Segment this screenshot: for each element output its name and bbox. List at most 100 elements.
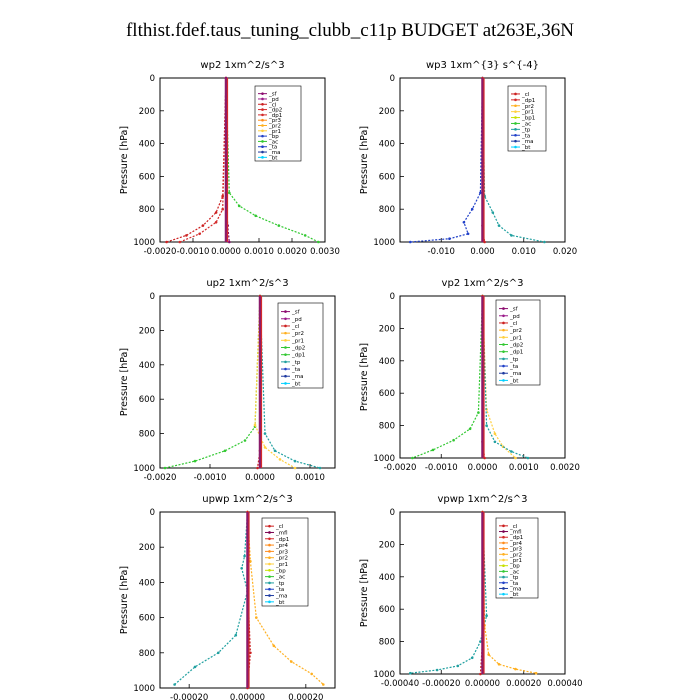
up2-title: up2 1xm^2/s^3 [206,278,288,289]
vpwp-series-point [514,667,517,671]
vp2-legend-marker [502,371,505,375]
wp2-series-point [165,240,168,244]
up2-series-point [243,439,247,442]
wp3-legend-marker [514,98,517,102]
vpwp-series-point [435,668,439,672]
vpwp-xtick-label: 0.00020 [506,679,541,689]
upwp-series-point [322,683,325,686]
wp2-legend-marker [261,156,264,159]
wp2-series-point [214,221,218,224]
wp3-legend-marker [514,110,517,113]
wp3-legend-label: _bt [521,145,531,151]
vp2-legend-label: _sf [509,307,519,313]
wp2-legend-label: _ma [268,150,280,156]
vp2-xtick-label: -0.0010 [425,463,458,473]
wp2-xtick-label: -0.0020 [144,247,177,257]
upwp-legend-label: _pr1 [275,562,288,568]
upwp-legend-marker [268,587,271,591]
upwp-legend-label: _pr2 [275,556,288,562]
wp2-series-line [166,77,227,243]
up2-ytick-label: 600 [139,395,155,405]
up2-series-line [164,295,261,469]
vp2-series-point [526,456,530,460]
vp2-series-point [493,432,497,436]
up2-legend-label: _pr2 [291,331,304,337]
wp3-xtick-label: -0.010 [428,247,455,257]
vpwp-xtick-label: -0.00020 [422,679,460,689]
vp2-legend-label: _pr2 [509,328,522,334]
upwp-series-point [234,633,238,637]
vp2-legend-marker [502,321,505,325]
wp3-legend-marker [514,145,517,149]
vpwp-xtick-label: 0.00000 [465,679,500,689]
upwp-legend-marker [268,562,271,566]
up2-legend-marker [284,374,287,378]
wp2-series-point [178,240,182,244]
wp3-series-point [510,234,513,237]
up2-series-point [223,449,227,453]
wp2-series-point [303,234,307,237]
vp2-legend-label: _tp [509,357,519,363]
vpwp-series-point [534,671,538,675]
up2-xtick-label: 0.0000 [245,473,275,483]
up2-ytick-label: 0 [150,292,155,302]
vpwp-series-point [485,614,488,617]
vp2-xtick-label: -0.0020 [384,463,417,473]
wp3-xtick-label: 0.000 [470,247,494,257]
vpwp-legend-marker [502,535,505,539]
vp2-series-point [493,440,497,444]
wp3-legend-label: _ac [521,121,531,127]
upwp-legend-marker [268,556,271,559]
wp3-xtick-label: 0.010 [512,247,536,257]
wp3-legend-label: _dp1 [521,98,535,104]
wp2-legend-marker [261,108,264,111]
upwp-legend-label: _pr3 [275,549,289,555]
wp2-series-point [198,232,201,236]
vp2-xtick-label: 0.0000 [468,463,498,473]
up2-xtick-label: 0.0010 [295,473,325,483]
vp2-legend-marker [502,328,505,332]
vp2-ylabel: Pressure [hPa] [359,343,370,411]
upwp-ytick-label: 0 [150,508,155,518]
upwp-legend-marker [268,537,271,541]
vpwp-series-point [470,656,474,660]
wp2-legend-marker [261,134,264,138]
vpwp-xtick-label: -0.00040 [381,679,419,689]
vpwp-legend-label: _tp [509,575,519,581]
wp2-ylabel: Pressure [hPa] [119,126,130,194]
upwp-legend-label: _ac [275,575,285,581]
vpwp-legend-marker [502,564,505,567]
vpwp-ytick-label: 400 [379,573,395,583]
wp2-xtick-label: -0.0010 [177,247,210,257]
vpwp-legend-marker [502,530,505,533]
vpwp-ylabel: Pressure [hPa] [359,559,370,627]
vp2-series-point [411,456,414,460]
upwp-legend-label: _ma [275,594,287,600]
wp2-legend-marker [261,145,264,149]
wp2-legend-label: _pr2 [268,124,281,130]
up2-series-line [254,295,296,469]
upwp-ytick-label: 400 [139,578,155,588]
vpwp-xtick-label: 0.00040 [547,679,582,689]
up2-legend-label: _pr1 [291,338,304,344]
up2-legend-marker [284,367,287,371]
wp3-series-point [497,224,501,227]
wp2-xtick-label: 0.0030 [310,247,340,257]
vp2-series-point [468,427,472,431]
vpwp-legend-marker [502,592,505,596]
wp3-legend-marker [514,116,517,119]
upwp-ytick-label: 800 [139,649,155,659]
up2-series-point [318,466,322,470]
up2-legend-label: _ta [291,367,300,373]
up2-legend-label: _pd [291,317,302,323]
vpwp-series-point [497,663,501,666]
upwp-title: upwp 1xm^2/s^3 [202,494,292,505]
up2-ytick-label: 1000 [133,464,155,474]
vpwp-series-point [479,672,482,676]
wp2-legend-marker [261,140,264,143]
upwp-legend-label: _bt [275,600,285,606]
up2-series-point [253,423,257,427]
vp2-series-point [477,411,480,414]
vpwp-series-point [456,664,460,668]
upwp-legend-marker [268,550,271,553]
